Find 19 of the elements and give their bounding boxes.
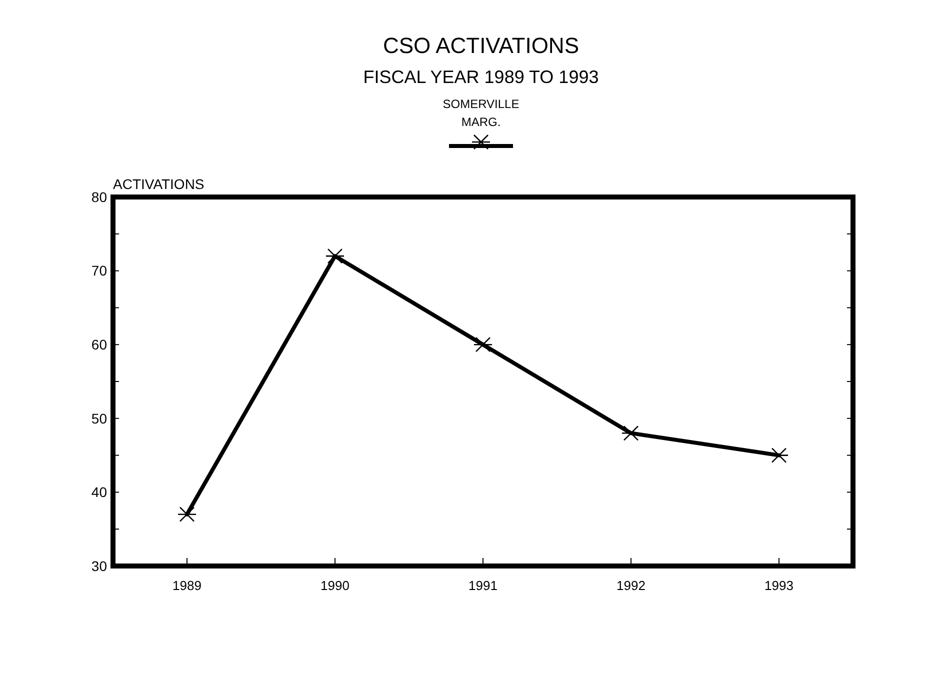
chart-title: CSO ACTIVATIONS — [383, 33, 579, 58]
x-tick-label: 1991 — [468, 578, 498, 593]
x-tick-label: 1993 — [764, 578, 794, 593]
y-axis-title: ACTIVATIONS — [113, 176, 204, 192]
y-tick-label: 50 — [91, 410, 108, 426]
point — [769, 448, 789, 463]
text: SOMERVILLE MARG. — [442, 97, 520, 129]
x-tick-label: 1989 — [172, 578, 202, 593]
y-tick-label: 40 — [91, 484, 108, 500]
point — [177, 506, 197, 522]
chart-subtitle: FISCAL YEAR 1989 TO 1993 — [363, 67, 599, 87]
y-tick-label: 30 — [91, 558, 108, 574]
point — [473, 336, 493, 352]
point — [325, 248, 345, 264]
y-tick-label: 80 — [91, 188, 108, 205]
y-tick-label: 60 — [91, 336, 108, 352]
y-tick-label: 70 — [91, 262, 108, 279]
x-tick-label: 1992 — [616, 578, 646, 593]
x-tick-label: 1990 — [320, 578, 350, 593]
